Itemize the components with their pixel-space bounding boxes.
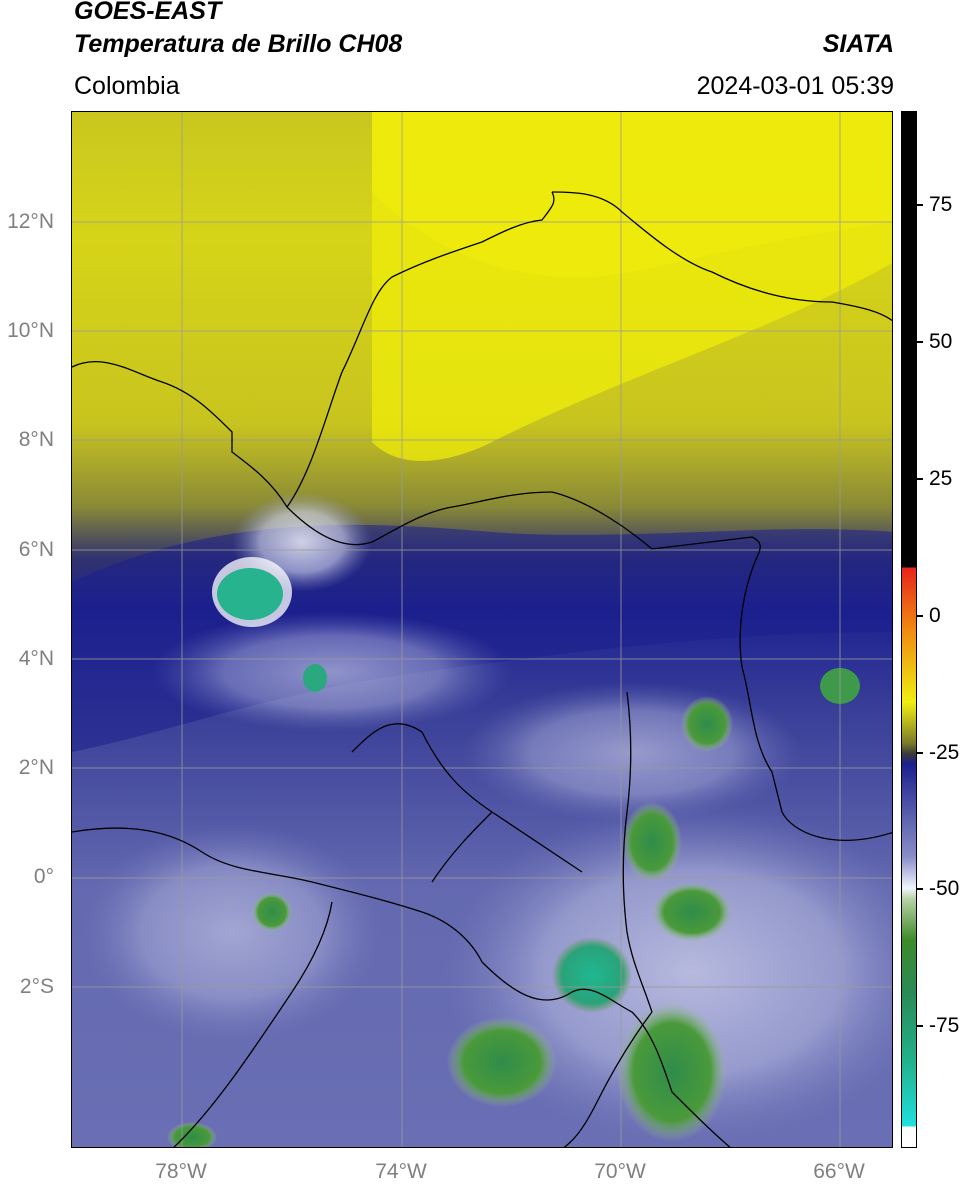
lat-label-6n: 6°N xyxy=(18,538,54,561)
lat-label-12n: 12°N xyxy=(7,210,54,233)
colorbar-tick-minus25 xyxy=(917,752,923,754)
lat-label-2n: 2°N xyxy=(18,756,54,779)
region-label: Colombia xyxy=(74,72,180,100)
colorbar xyxy=(901,111,917,1148)
country-borders xyxy=(72,191,892,1147)
colorbar-tick-50 xyxy=(917,341,923,343)
colorbar-label-50: 50 xyxy=(929,330,953,353)
lat-label-8n: 8°N xyxy=(18,428,54,451)
lon-label-70w: 70°W xyxy=(594,1160,646,1183)
colorbar-label-75: 75 xyxy=(929,193,953,216)
colorbar-tick-minus50 xyxy=(917,888,923,890)
map-graticule xyxy=(72,112,892,1147)
colorbar-tick-25 xyxy=(917,478,923,480)
colorbar-label-0: 0 xyxy=(929,604,941,627)
timestamp-label: 2024-03-01 05:39 xyxy=(696,72,894,100)
product-title-line2: Temperatura de Brillo CH08 xyxy=(74,30,403,58)
lat-label-2s: 2°S xyxy=(19,975,54,998)
lon-label-66w: 66°W xyxy=(813,1160,865,1183)
colorbar-label-minus50: -50 xyxy=(929,877,960,900)
lat-label-4n: 4°N xyxy=(18,647,54,670)
lon-label-74w: 74°W xyxy=(375,1160,427,1183)
colorbar-label-minus25: -25 xyxy=(929,741,960,764)
satellite-map-canvas xyxy=(72,112,892,1147)
lat-label-10n: 10°N xyxy=(7,319,54,342)
colorbar-tick-75 xyxy=(917,204,923,206)
colorbar-label-minus75: -75 xyxy=(929,1014,960,1037)
colorbar-tick-0 xyxy=(917,615,923,617)
colorbar-label-25: 25 xyxy=(929,467,953,490)
brand-label: SIATA xyxy=(822,30,894,58)
product-title-line1: GOES-EAST xyxy=(74,0,222,25)
lon-label-78w: 78°W xyxy=(155,1160,207,1183)
satellite-map[interactable] xyxy=(71,111,893,1148)
colorbar-tick-minus75 xyxy=(917,1025,923,1027)
lat-label-equator: 0° xyxy=(33,865,54,888)
